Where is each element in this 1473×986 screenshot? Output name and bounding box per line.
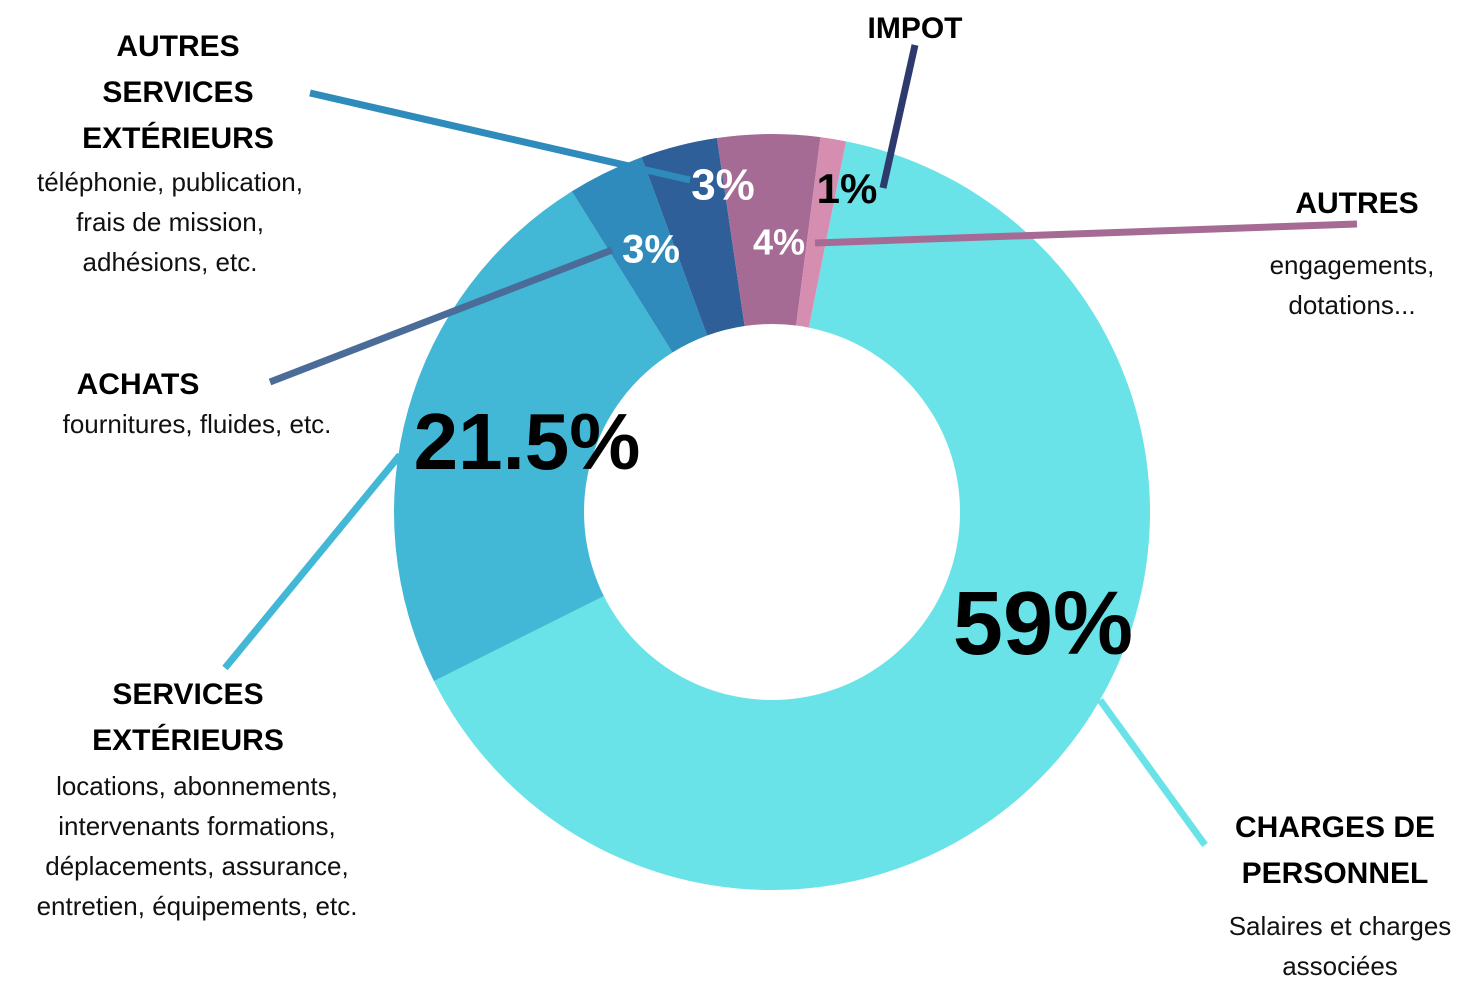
leader-line	[1097, 697, 1208, 848]
category-label: AUTRES SERVICES EXTÉRIEURS	[82, 30, 274, 155]
leader-line	[222, 452, 403, 671]
donut-slice	[433, 141, 1150, 891]
category-description: engagements, dotations...	[1269, 250, 1435, 320]
category-description: locations, abonnements, intervenants for…	[36, 771, 358, 921]
donut-slice	[716, 133, 821, 327]
donut-slice	[796, 137, 847, 328]
donut-slice	[571, 157, 708, 353]
category-label: IMPOT	[867, 12, 963, 45]
value-label: 1%	[817, 165, 878, 212]
donut-slice	[394, 191, 673, 682]
category-label: AUTRES	[1295, 187, 1419, 220]
value-label: 3%	[622, 228, 680, 272]
category-description: Salaires et charges associées	[1228, 911, 1452, 981]
category-description: fournitures, fluides, etc.	[62, 409, 332, 439]
leader-line	[309, 89, 691, 184]
value-label: 21.5%	[414, 397, 641, 486]
value-label: 3%	[691, 161, 755, 210]
category-description: téléphonie, publication, frais de missio…	[37, 167, 303, 277]
value-label: 59%	[953, 574, 1133, 674]
value-label: 4%	[753, 222, 805, 263]
category-label: ACHATS	[76, 368, 200, 401]
leader-line	[268, 246, 614, 386]
leader-line	[879, 44, 919, 189]
leader-line	[814, 220, 1358, 247]
category-label: CHARGES DE PERSONNEL	[1234, 811, 1436, 890]
category-label: SERVICES EXTÉRIEURS	[92, 678, 284, 757]
donut-slice	[641, 138, 745, 336]
